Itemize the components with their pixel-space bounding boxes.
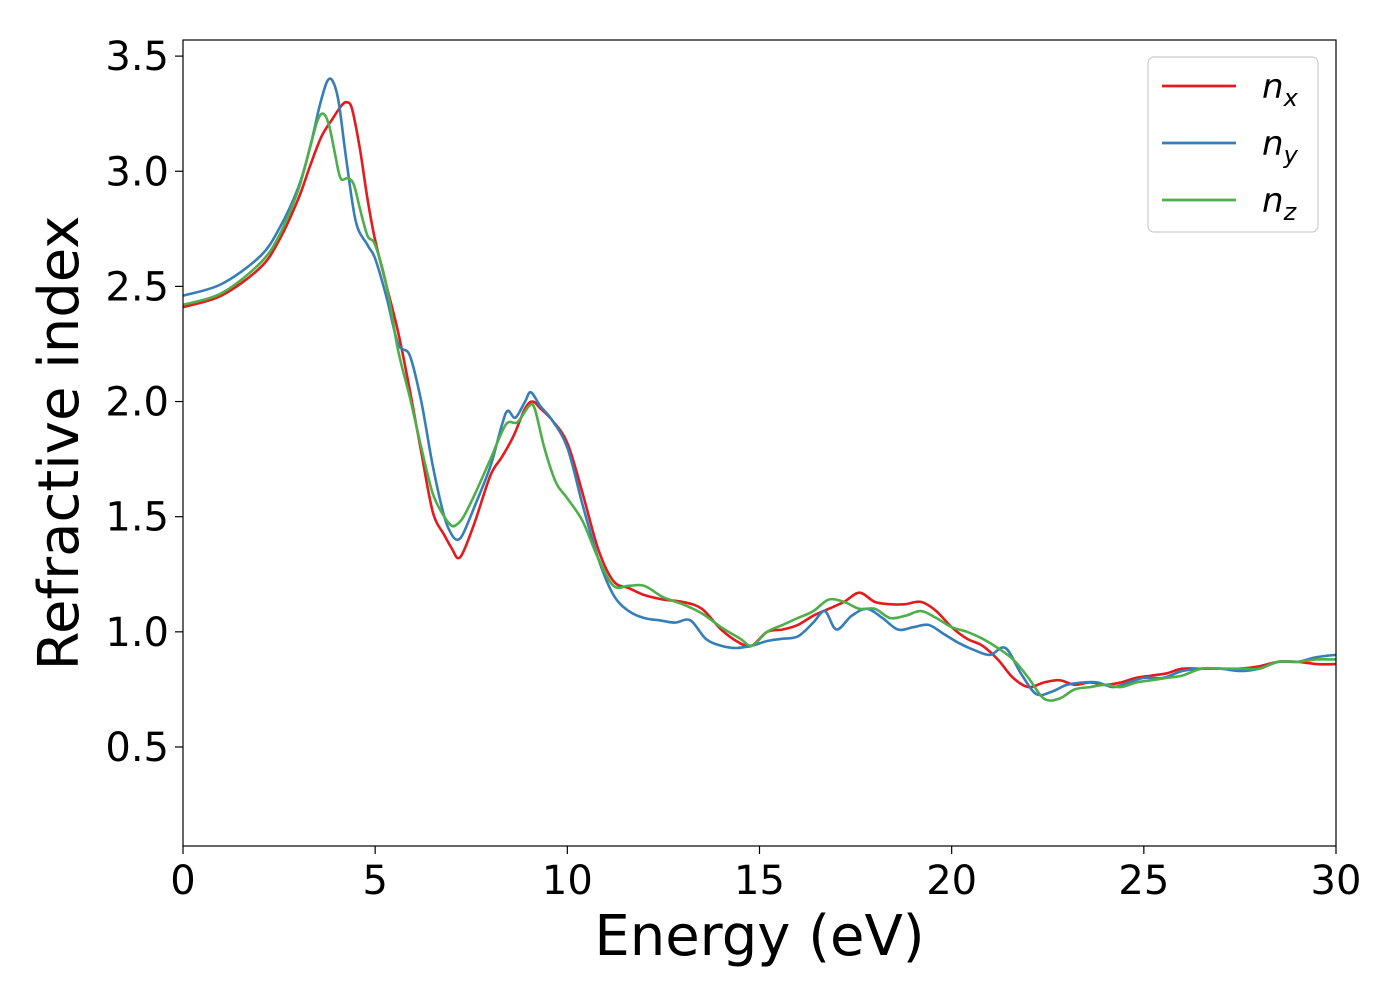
y-tick-label: 2.5 xyxy=(105,264,169,310)
y-tick-label: 0.5 xyxy=(105,725,169,771)
y-axis-ticks: 0.5 1.0 1.5 2.0 2.5 3.0 3.5 xyxy=(105,34,183,771)
y-tick-label: 2.0 xyxy=(105,380,169,426)
series-line-nz xyxy=(183,112,1336,702)
x-tick-label: 0 xyxy=(170,858,195,904)
x-tick-label: 30 xyxy=(1311,858,1362,904)
legend-box xyxy=(1147,56,1319,233)
y-axis-label: Refractive index xyxy=(27,216,92,671)
legend: nx ny nz xyxy=(1147,56,1319,233)
legend-entry-nx: nx xyxy=(1262,67,1299,112)
legend-entry-ny: ny xyxy=(1262,124,1299,169)
y-tick-label: 1.5 xyxy=(105,495,169,541)
legend-entry-nz: nz xyxy=(1262,181,1298,226)
series-lines xyxy=(183,77,1336,702)
y-tick-label: 3.0 xyxy=(105,149,169,195)
y-tick-label: 3.5 xyxy=(105,34,169,80)
x-axis-ticks: 0 5 10 15 20 25 30 xyxy=(170,846,1361,904)
x-tick-label: 5 xyxy=(362,858,387,904)
x-tick-label: 20 xyxy=(926,858,977,904)
x-tick-label: 10 xyxy=(542,858,593,904)
y-tick-label: 1.0 xyxy=(105,610,169,656)
series-line-ny xyxy=(183,77,1336,697)
x-tick-label: 15 xyxy=(734,858,785,904)
x-axis-label: Energy (eV) xyxy=(594,904,924,969)
x-tick-label: 25 xyxy=(1118,858,1169,904)
